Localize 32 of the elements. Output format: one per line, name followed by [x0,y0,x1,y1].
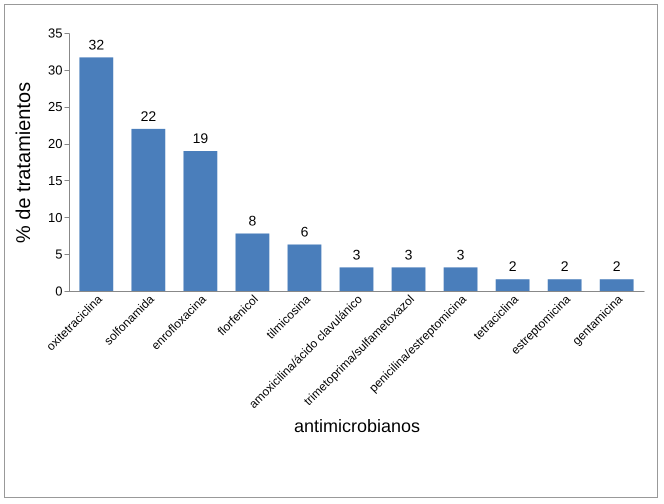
y-tick-label: 30 [48,62,62,78]
data-label: 3 [404,246,413,262]
bar [340,267,374,291]
data-label: 19 [192,130,208,146]
data-label: 8 [248,212,257,229]
bar [236,234,270,291]
bar [183,150,218,291]
data-label: 3 [456,246,465,262]
data-label: 32 [88,36,104,52]
bar [392,267,426,291]
y-tick-label: 5 [55,246,62,262]
data-label: 2 [560,258,569,274]
y-tick-label: 25 [48,99,62,114]
bar [600,279,634,291]
y-tick-label: 35 [48,26,62,40]
data-label: 6 [300,224,309,240]
bar [444,267,478,291]
y-axis-title: % de tratamientos [13,82,36,244]
y-tick-label: 20 [48,136,62,152]
y-tick-label: 15 [48,172,62,188]
y-tick-label: 10 [48,210,62,225]
bar [288,244,322,291]
bar [131,128,166,291]
x-axis-title: antimicrobianos [294,416,420,436]
data-label: 2 [508,258,517,274]
bar [496,279,530,291]
bar [548,279,582,291]
y-tick-label: 0 [55,284,62,298]
data-label: 3 [352,246,361,262]
bar [79,57,114,291]
data-label: 2 [612,258,621,274]
data-label: 22 [140,108,156,124]
